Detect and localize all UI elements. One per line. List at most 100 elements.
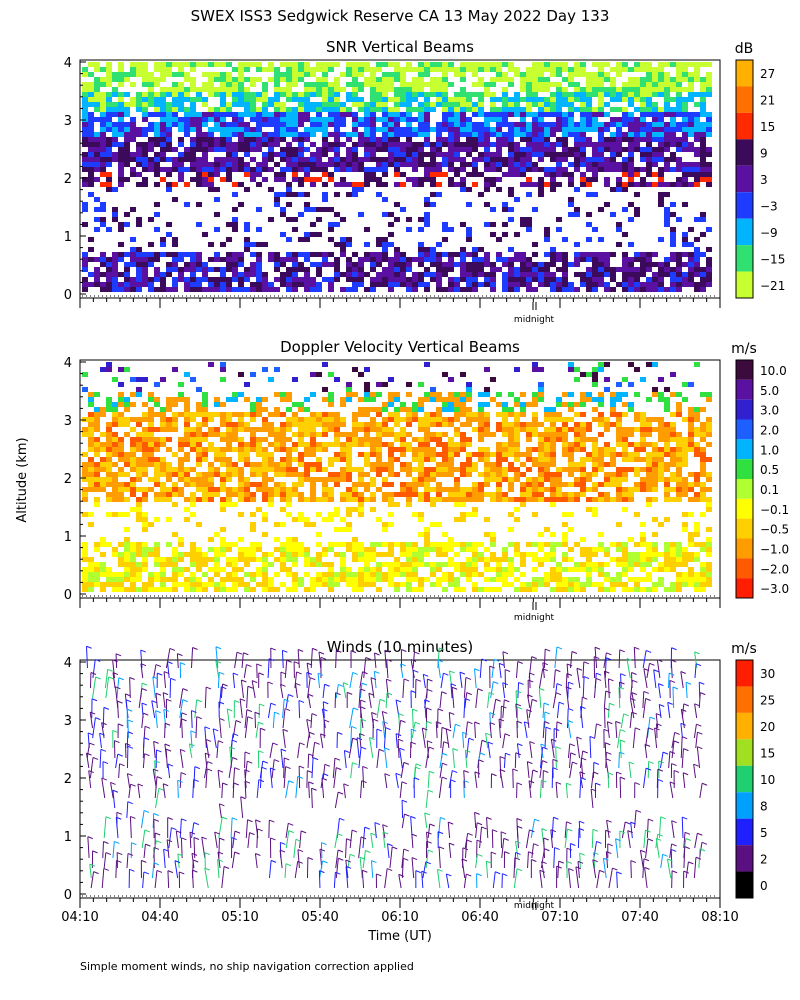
snr-cell <box>94 142 100 147</box>
doppler-cell <box>364 437 370 442</box>
snr-cell <box>214 62 220 67</box>
snr-cell <box>274 112 280 117</box>
snr-cell <box>688 252 694 257</box>
snr-cell <box>646 162 652 167</box>
doppler-cell <box>220 362 226 367</box>
doppler-cell <box>412 552 418 557</box>
snr-cell <box>274 87 280 92</box>
snr-cell <box>244 222 250 227</box>
snr-cell <box>352 132 358 137</box>
snr-cell <box>256 147 262 152</box>
snr-colorbar-swatch <box>736 218 753 246</box>
snr-cell <box>286 257 292 262</box>
snr-cell <box>244 77 250 82</box>
snr-cell <box>586 237 592 242</box>
snr-cell <box>382 257 388 262</box>
snr-cell <box>628 132 634 137</box>
doppler-cell <box>418 452 424 457</box>
snr-cell <box>418 152 424 157</box>
doppler-cell <box>286 422 292 427</box>
snr-cell <box>376 252 382 257</box>
snr-cell <box>556 257 562 262</box>
snr-cell <box>388 222 394 227</box>
doppler-cell <box>292 442 298 447</box>
doppler-cell <box>136 447 142 452</box>
snr-cell <box>262 107 268 112</box>
doppler-cell <box>502 582 508 587</box>
doppler-cell <box>82 427 88 432</box>
doppler-cell <box>112 422 118 427</box>
doppler-cell <box>88 417 94 422</box>
snr-cell <box>118 142 124 147</box>
doppler-cell <box>178 567 184 572</box>
snr-cell <box>556 252 562 257</box>
snr-cell <box>700 162 706 167</box>
doppler-cell <box>160 467 166 472</box>
snr-cell <box>154 267 160 272</box>
doppler-cell <box>328 402 334 407</box>
doppler-cell <box>526 482 532 487</box>
doppler-cell <box>184 402 190 407</box>
snr-cell <box>418 162 424 167</box>
snr-cell <box>130 117 136 122</box>
snr-cell <box>352 97 358 102</box>
snr-cell <box>658 167 664 172</box>
snr-cell <box>478 62 484 67</box>
doppler-cell <box>400 467 406 472</box>
doppler-cell <box>262 477 268 482</box>
snr-cell <box>310 82 316 87</box>
snr-cell <box>490 92 496 97</box>
doppler-cell <box>100 587 106 592</box>
snr-cell <box>172 147 178 152</box>
snr-cell <box>82 267 88 272</box>
snr-cell <box>202 82 208 87</box>
doppler-cell <box>274 487 280 492</box>
snr-cell <box>538 127 544 132</box>
doppler-cell <box>118 402 124 407</box>
snr-cell <box>196 252 202 257</box>
snr-cell <box>88 157 94 162</box>
doppler-cell <box>316 442 322 447</box>
doppler-cell <box>232 557 238 562</box>
snr-cell <box>292 112 298 117</box>
snr-cell <box>178 167 184 172</box>
doppler-cell <box>412 547 418 552</box>
snr-cell <box>448 152 454 157</box>
snr-cell <box>106 187 112 192</box>
snr-cell <box>184 112 190 117</box>
snr-cell <box>430 107 436 112</box>
doppler-cell <box>238 492 244 497</box>
snr-cell <box>220 267 226 272</box>
snr-cell <box>376 62 382 67</box>
snr-cell <box>292 172 298 177</box>
snr-cell <box>646 97 652 102</box>
snr-cell <box>634 67 640 72</box>
doppler-cell <box>88 482 94 487</box>
snr-cell <box>658 147 664 152</box>
doppler-cell <box>334 577 340 582</box>
snr-cell <box>328 282 334 287</box>
snr-cell <box>424 142 430 147</box>
snr-cell <box>418 247 424 252</box>
snr-cell <box>346 237 352 242</box>
doppler-cell <box>106 457 112 462</box>
doppler-cell <box>220 502 226 507</box>
doppler-cell <box>148 577 154 582</box>
snr-cell <box>520 152 526 157</box>
doppler-cell <box>472 462 478 467</box>
snr-cell <box>172 157 178 162</box>
doppler-cell <box>550 472 556 477</box>
snr-cell <box>706 227 712 232</box>
doppler-cell <box>238 497 244 502</box>
doppler-cell <box>202 452 208 457</box>
snr-cell <box>160 237 166 242</box>
snr-cell <box>154 277 160 282</box>
doppler-cell <box>274 432 280 437</box>
doppler-cell <box>328 462 334 467</box>
snr-cell <box>172 62 178 67</box>
snr-cell <box>670 277 676 282</box>
doppler-cell <box>514 497 520 502</box>
snr-cell <box>160 87 166 92</box>
snr-cell <box>316 232 322 237</box>
snr-cell <box>442 237 448 242</box>
